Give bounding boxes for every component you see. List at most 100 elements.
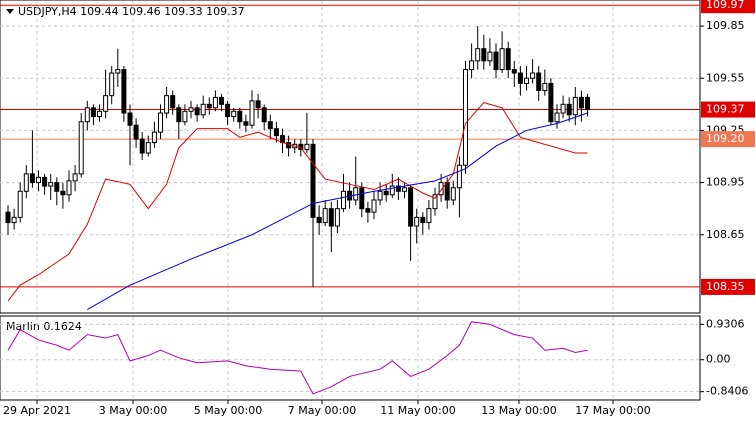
- candle-body: [11, 216, 17, 224]
- y-tick-label: 109.55: [706, 71, 745, 84]
- candle-body: [432, 194, 438, 210]
- candle-body: [54, 182, 60, 192]
- candle-body: [212, 96, 218, 109]
- x-tick-label: 3 May 00:00: [99, 404, 167, 417]
- y-tick-label: -0.8406: [706, 385, 748, 398]
- oscillator-line: [7, 321, 588, 395]
- candle-body: [90, 107, 96, 118]
- candle-body: [42, 176, 48, 187]
- candle-body: [383, 190, 389, 196]
- price-panel: [0, 0, 701, 314]
- candle-body: [121, 69, 127, 114]
- candle-body: [578, 96, 584, 109]
- candle-body: [341, 190, 346, 210]
- candle-body: [475, 48, 481, 62]
- candle-body: [328, 208, 334, 227]
- candle-body: [542, 82, 548, 91]
- candle-body: [103, 95, 109, 112]
- candle-body: [420, 216, 426, 224]
- candle-body: [359, 187, 365, 210]
- level-label: 109.97: [706, 0, 745, 11]
- candle-body: [170, 95, 176, 109]
- x-tick-label: 7 May 00:00: [288, 404, 356, 417]
- level-label-box: [701, 101, 755, 118]
- candle-body: [243, 121, 249, 126]
- candle-body: [225, 103, 231, 118]
- oscillator-label: Marlin 0.1624: [6, 320, 82, 333]
- candle-body: [450, 187, 456, 201]
- chart-header: USDJPY,H4 109.44 109.46 109.33 109.37: [18, 5, 245, 18]
- level-label: 109.37: [706, 103, 745, 116]
- x-tick-label: 11 May 00:00: [380, 404, 455, 417]
- y-tick-label: 108.95: [706, 176, 745, 189]
- candle-body: [444, 182, 450, 201]
- menu-arrow: [6, 9, 14, 14]
- candle-body: [371, 199, 377, 213]
- candle-body: [36, 176, 41, 184]
- candle-body: [402, 187, 407, 192]
- candle-body: [389, 185, 395, 196]
- y-tick-label: 109.85: [706, 19, 745, 32]
- candle-body: [469, 60, 475, 71]
- candle-body: [353, 187, 359, 201]
- candle-body: [176, 107, 182, 123]
- candle-body: [78, 121, 84, 175]
- x-tick-label: 29 Apr 2021: [3, 404, 71, 417]
- indicator-line: [7, 102, 588, 302]
- candle-body: [511, 69, 517, 74]
- candle-body: [524, 77, 529, 84]
- candle-body: [377, 190, 383, 201]
- candle-body: [48, 182, 54, 187]
- candle-body: [145, 142, 151, 154]
- level-label-box: [701, 131, 755, 148]
- candle-body: [261, 107, 267, 123]
- candle-body: [273, 128, 279, 137]
- candle-body: [133, 124, 139, 140]
- candle-body: [127, 112, 133, 126]
- candle-body: [164, 95, 170, 114]
- candle-body: [23, 173, 29, 192]
- candle-body: [200, 103, 206, 116]
- candle-body: [304, 143, 310, 151]
- candle-body: [182, 110, 188, 123]
- candle-body: [29, 173, 35, 184]
- candle-body: [231, 110, 237, 118]
- candle-body: [395, 185, 401, 192]
- candle-body: [560, 103, 566, 114]
- candle-body: [206, 103, 212, 109]
- x-tick-label: 13 May 00:00: [481, 404, 556, 417]
- candle-body: [438, 182, 444, 196]
- candle-body: [426, 208, 432, 224]
- candle-body: [316, 216, 322, 224]
- candle-body: [267, 121, 273, 130]
- candle-body: [97, 110, 102, 118]
- candle-body: [5, 211, 11, 224]
- candle-body: [310, 143, 316, 218]
- candle-body: [585, 96, 590, 111]
- indicator-line: [87, 112, 588, 310]
- x-tick-label: 5 May 00:00: [194, 404, 262, 417]
- candle-body: [463, 69, 468, 166]
- x-tick-label: 17 May 00:00: [575, 404, 650, 417]
- candle-body: [456, 164, 462, 189]
- candle-body: [481, 48, 487, 62]
- candle-body: [151, 131, 157, 144]
- candle-body: [115, 69, 121, 74]
- candle-body: [72, 173, 78, 182]
- candle-body: [414, 216, 420, 227]
- y-tick-label: 0.9306: [706, 317, 745, 330]
- candle-body: [219, 96, 224, 105]
- candle-body: [139, 138, 145, 154]
- candle-body: [109, 72, 115, 97]
- candle-body: [17, 190, 23, 218]
- candle-body: [572, 96, 578, 116]
- candle-body: [487, 51, 493, 62]
- candle-body: [334, 208, 340, 227]
- y-tick-label: 0.00: [706, 353, 731, 366]
- candle-body: [66, 180, 72, 196]
- candle-body: [237, 110, 243, 123]
- candle-body: [505, 48, 511, 71]
- candle-body: [60, 190, 66, 196]
- candle-body: [158, 112, 163, 133]
- level-label: 109.20: [706, 132, 745, 145]
